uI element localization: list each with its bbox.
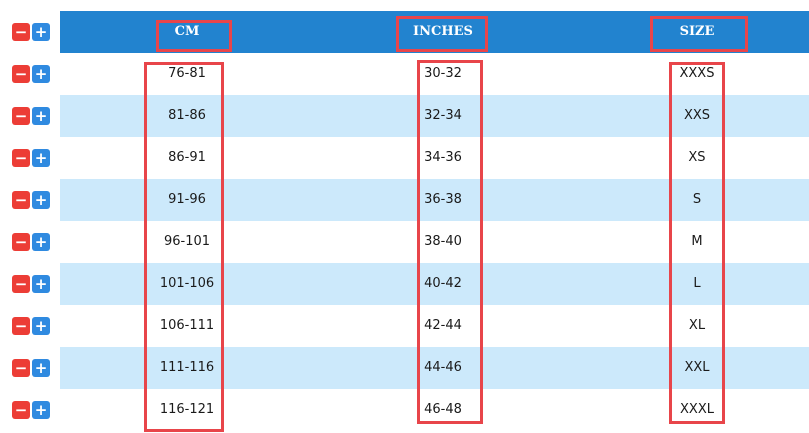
- remove-row-button[interactable]: −: [12, 317, 30, 335]
- add-row-button[interactable]: +: [32, 359, 50, 377]
- column-header-cm[interactable]: CM: [174, 24, 200, 39]
- table-row: − + 96-101 38-40 M: [0, 221, 809, 263]
- row-band: [60, 137, 809, 179]
- table-header-row: − + CM INCHES SIZE: [0, 11, 809, 53]
- cell-cm[interactable]: 91-96: [168, 192, 206, 207]
- row-controls: − +: [12, 23, 52, 41]
- cell-cm[interactable]: 106-111: [159, 318, 215, 333]
- table-row: − + 101-106 40-42 L: [0, 263, 809, 305]
- cell-size[interactable]: XXXL: [680, 402, 714, 417]
- cell-size[interactable]: XXL: [684, 360, 710, 375]
- add-row-button[interactable]: +: [32, 317, 50, 335]
- cell-size[interactable]: S: [692, 192, 702, 207]
- row-band: [60, 263, 809, 305]
- cell-cm[interactable]: 116-121: [159, 402, 215, 417]
- add-row-button[interactable]: +: [32, 23, 50, 41]
- row-band: [60, 305, 809, 347]
- table-row: − + 81-86 32-34 XXS: [0, 95, 809, 137]
- cell-size[interactable]: XXXS: [679, 66, 715, 81]
- cell-cm[interactable]: 111-116: [159, 360, 215, 375]
- remove-row-button[interactable]: −: [12, 191, 30, 209]
- remove-row-button[interactable]: −: [12, 23, 30, 41]
- cell-size[interactable]: XXS: [683, 108, 711, 123]
- row-controls: − +: [12, 65, 52, 83]
- cell-inches[interactable]: 34-36: [424, 150, 462, 165]
- row-band: [60, 179, 809, 221]
- row-band: [60, 389, 809, 431]
- table-row: − + 116-121 46-48 XXXL: [0, 389, 809, 431]
- table-row: − + 76-81 30-32 XXXS: [0, 53, 809, 95]
- add-row-button[interactable]: +: [32, 191, 50, 209]
- remove-row-button[interactable]: −: [12, 359, 30, 377]
- cell-inches[interactable]: 38-40: [424, 234, 462, 249]
- cell-size[interactable]: M: [691, 234, 703, 249]
- cell-inches[interactable]: 44-46: [424, 360, 462, 375]
- add-row-button[interactable]: +: [32, 65, 50, 83]
- cell-inches[interactable]: 30-32: [424, 66, 462, 81]
- cell-cm[interactable]: 76-81: [168, 66, 206, 81]
- row-band: [60, 221, 809, 263]
- remove-row-button[interactable]: −: [12, 149, 30, 167]
- row-controls: − +: [12, 275, 52, 293]
- row-controls: − +: [12, 359, 52, 377]
- cell-inches[interactable]: 36-38: [424, 192, 462, 207]
- table-row: − + 111-116 44-46 XXL: [0, 347, 809, 389]
- add-row-button[interactable]: +: [32, 107, 50, 125]
- cell-size[interactable]: L: [693, 276, 701, 291]
- remove-row-button[interactable]: −: [12, 401, 30, 419]
- row-controls: − +: [12, 191, 52, 209]
- row-controls: − +: [12, 107, 52, 125]
- row-band: [60, 95, 809, 137]
- cell-cm[interactable]: 101-106: [159, 276, 215, 291]
- cell-inches[interactable]: 40-42: [424, 276, 462, 291]
- add-row-button[interactable]: +: [32, 401, 50, 419]
- table-row: − + 91-96 36-38 S: [0, 179, 809, 221]
- add-row-button[interactable]: +: [32, 233, 50, 251]
- add-row-button[interactable]: +: [32, 149, 50, 167]
- table-row: − + 86-91 34-36 XS: [0, 137, 809, 179]
- row-band: [60, 347, 809, 389]
- table-row: − + 106-111 42-44 XL: [0, 305, 809, 347]
- cell-inches[interactable]: 42-44: [424, 318, 462, 333]
- cell-cm[interactable]: 86-91: [168, 150, 206, 165]
- add-row-button[interactable]: +: [32, 275, 50, 293]
- cell-size[interactable]: XL: [688, 318, 706, 333]
- cell-inches[interactable]: 46-48: [424, 402, 462, 417]
- remove-row-button[interactable]: −: [12, 275, 30, 293]
- cell-cm[interactable]: 81-86: [168, 108, 206, 123]
- cell-cm[interactable]: 96-101: [163, 234, 211, 249]
- row-controls: − +: [12, 233, 52, 251]
- row-controls: − +: [12, 401, 52, 419]
- remove-row-button[interactable]: −: [12, 233, 30, 251]
- column-header-size[interactable]: SIZE: [679, 24, 715, 39]
- remove-row-button[interactable]: −: [12, 107, 30, 125]
- row-controls: − +: [12, 149, 52, 167]
- column-header-inches[interactable]: INCHES: [413, 24, 473, 39]
- cell-inches[interactable]: 32-34: [424, 108, 462, 123]
- row-controls: − +: [12, 317, 52, 335]
- remove-row-button[interactable]: −: [12, 65, 30, 83]
- cell-size[interactable]: XS: [688, 150, 706, 165]
